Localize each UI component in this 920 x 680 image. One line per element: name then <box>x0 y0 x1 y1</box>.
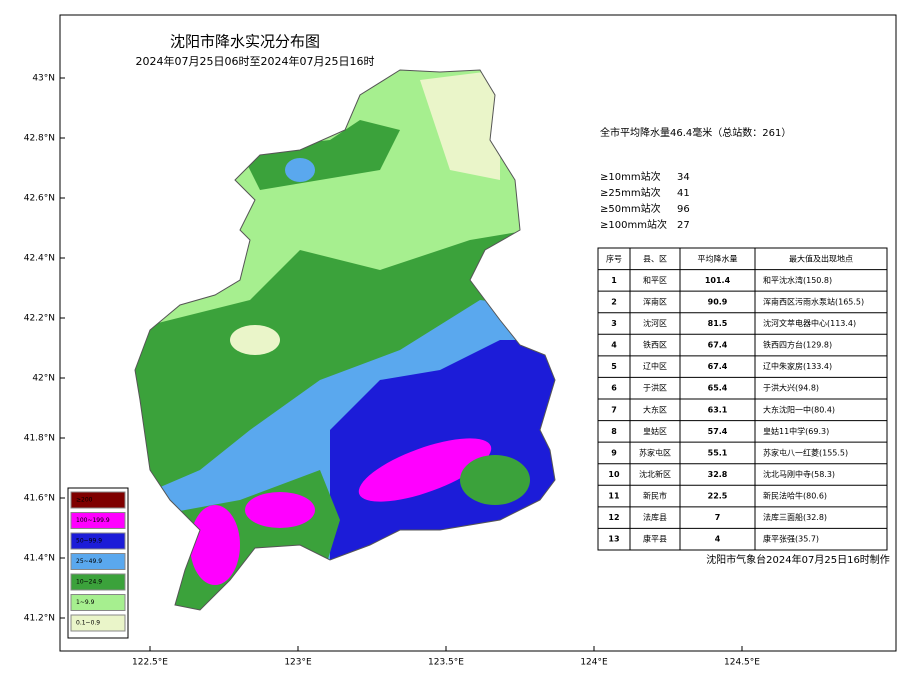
table-cell: 55.1 <box>708 448 728 457</box>
table-cell: 苏家屯八一红菱(155.5) <box>763 447 848 457</box>
table-cell: 10 <box>608 470 620 479</box>
lon-label: 122.5°E <box>132 658 168 668</box>
table-cell: 铁西区 <box>643 340 667 350</box>
table-cell: 67.4 <box>708 341 728 350</box>
threshold-count: 27 <box>677 220 690 231</box>
table-cell: 于洪大兴(94.8) <box>763 383 819 393</box>
threshold-count: 41 <box>677 188 690 199</box>
threshold-label: ≥25mm站次 <box>600 186 661 199</box>
table-cell: 6 <box>611 384 617 393</box>
table-cell: 13 <box>608 535 619 544</box>
table-cell: 新民法哈牛(80.6) <box>763 491 827 501</box>
table-cell: 8 <box>611 427 617 436</box>
table-cell: 于洪区 <box>643 383 667 393</box>
table-cell: 大东区 <box>643 404 667 414</box>
table-cell: 90.9 <box>708 297 728 306</box>
subtitle: 2024年07月25日06时至2024年07月25日16时 <box>136 54 375 68</box>
title: 沈阳市降水实况分布图 <box>170 33 320 51</box>
table-cell: 辽中朱家房(133.4) <box>763 361 832 371</box>
table-header: 序号 <box>606 253 622 263</box>
table-cell: 65.4 <box>708 384 728 393</box>
lat-label: 42.8°N <box>24 134 55 144</box>
lat-label: 41.4°N <box>24 554 55 564</box>
table-cell: 新民市 <box>643 491 667 501</box>
table-cell: 法库县 <box>643 512 667 522</box>
table-cell: 12 <box>608 513 619 522</box>
legend-swatch <box>70 491 126 509</box>
legend-swatch <box>70 512 126 529</box>
lon-label: 124.5°E <box>724 658 760 668</box>
table-header: 县、区 <box>643 254 667 263</box>
table-cell: 11 <box>608 492 620 501</box>
lat-label: 42.4°N <box>24 254 55 264</box>
table-cell: 和平沈水湾(150.8) <box>763 275 832 285</box>
table-cell: 沈河文萃电器中心(113.4) <box>763 318 856 328</box>
table-cell: 浑南西区污雨水泵站(165.5) <box>763 296 864 306</box>
table-cell: 32.8 <box>708 470 728 479</box>
lat-label: 41.2°N <box>24 614 55 624</box>
table-cell: 4 <box>611 341 617 350</box>
lat-label: 42°N <box>32 374 55 384</box>
legend-label: 0.1~0.9 <box>76 620 100 627</box>
lat-label: 42.6°N <box>24 194 55 204</box>
table-cell: 和平区 <box>643 276 667 285</box>
table-header: 最大值及出现地点 <box>789 253 853 263</box>
legend-swatch <box>70 614 126 632</box>
table-cell: 22.5 <box>708 492 728 501</box>
legend-swatch <box>70 553 126 570</box>
table-cell: 63.1 <box>708 405 728 414</box>
table-cell: 101.4 <box>705 276 731 285</box>
table-cell: 81.5 <box>708 319 728 328</box>
table-cell: 康平县 <box>643 534 667 544</box>
table-cell: 苏家屯区 <box>639 447 671 457</box>
table-cell: 7 <box>715 513 721 522</box>
threshold-count: 34 <box>677 172 690 183</box>
lat-label: 42.2°N <box>24 314 55 324</box>
table-cell: 2 <box>611 297 617 306</box>
legend-label: 1~9.9 <box>76 599 95 606</box>
legend-label: 25~49.9 <box>76 558 102 565</box>
table-cell: 辽中区 <box>643 361 667 371</box>
legend-swatch <box>70 532 126 550</box>
table-cell: 4 <box>715 535 721 544</box>
table-cell: 浑南区 <box>643 296 667 306</box>
lon-label: 123°E <box>284 658 312 668</box>
table-cell: 康平张强(35.7) <box>763 534 819 544</box>
table-cell: 沈北马刚中寺(58.3) <box>763 469 835 479</box>
table-cell: 67.4 <box>708 362 728 371</box>
table-cell: 皇姑区 <box>643 426 667 436</box>
legend-label: 10~24.9 <box>76 579 102 586</box>
footer: 沈阳市气象台2024年07月25日16时制作 <box>706 553 890 566</box>
table-cell: 铁西四方台(129.8) <box>763 340 832 350</box>
legend-swatch <box>70 594 126 611</box>
table-cell: 7 <box>611 405 617 414</box>
table-cell: 9 <box>611 448 617 457</box>
threshold-label: ≥50mm站次 <box>600 202 661 215</box>
boundary <box>134 69 556 611</box>
table-cell: 1 <box>611 276 617 285</box>
threshold-label: ≥10mm站次 <box>600 170 661 183</box>
threshold-label: ≥100mm站次 <box>600 218 667 231</box>
lat-label: 41.6°N <box>24 494 55 504</box>
table-cell: 皇姑11中学(69.3) <box>763 426 829 436</box>
table-cell: 3 <box>611 319 617 328</box>
table-cell: 沈河区 <box>643 318 667 328</box>
table-cell: 5 <box>611 362 617 371</box>
legend-label: 50~99.9 <box>76 538 102 545</box>
table-cell: 57.4 <box>708 427 728 436</box>
legend-swatch <box>70 573 126 591</box>
table-cell: 沈北新区 <box>639 469 671 479</box>
lat-label: 41.8°N <box>24 434 55 444</box>
lon-label: 123.5°E <box>428 658 464 668</box>
legend-label: 100~199.9 <box>76 517 110 524</box>
lon-label: 124°E <box>580 658 608 668</box>
table-header: 平均降水量 <box>698 253 738 263</box>
threshold-count: 96 <box>677 204 690 215</box>
summary: 全市平均降水量46.4毫米（总站数：261） <box>600 126 791 139</box>
lat-label: 43°N <box>32 74 55 84</box>
table-cell: 法库三面船(32.8) <box>763 512 827 522</box>
legend-label: ≥200 <box>76 497 93 504</box>
table-cell: 大东沈阳一中(80.4) <box>763 404 835 414</box>
